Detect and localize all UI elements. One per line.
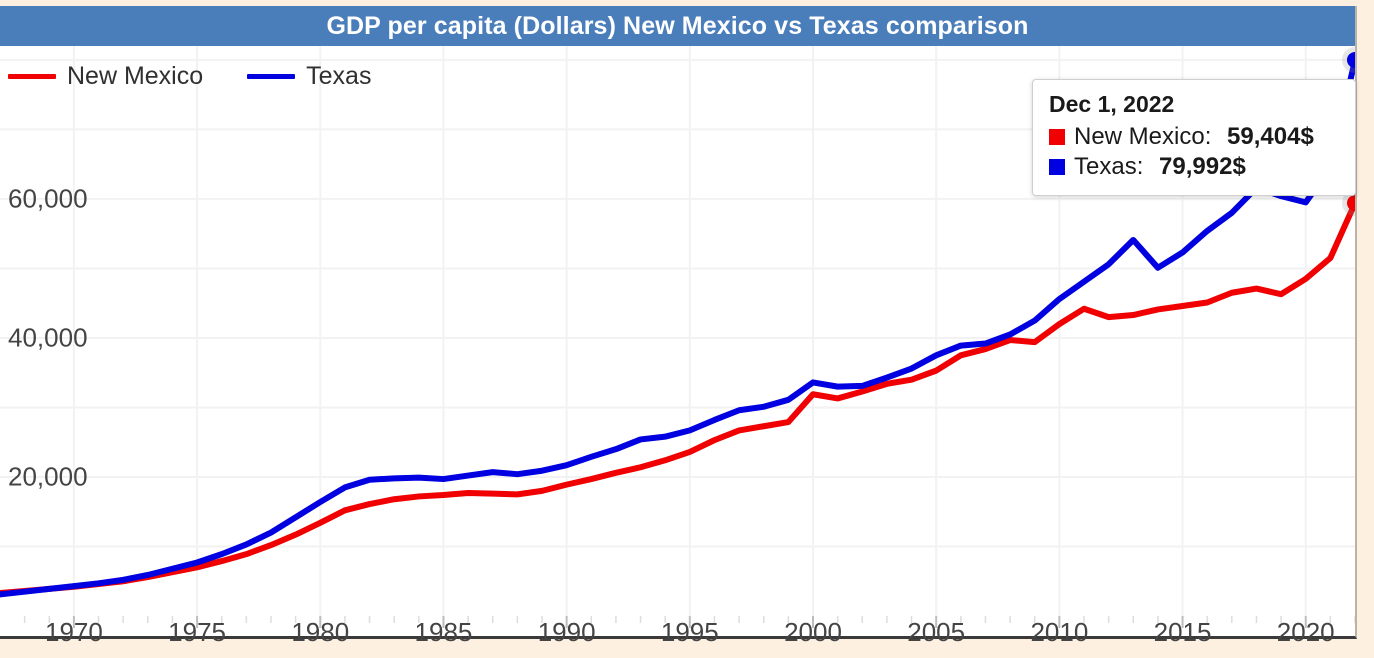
chart-title-bar: GDP per capita (Dollars) New Mexico vs T… bbox=[0, 6, 1355, 46]
x-axis-tick-label: 1975 bbox=[168, 617, 226, 647]
plot-area[interactable] bbox=[0, 46, 1355, 636]
tooltip-row-new-mexico: New Mexico: 59,404$ bbox=[1049, 122, 1339, 152]
legend-swatch-new-mexico bbox=[8, 74, 56, 79]
legend-label-texas: Texas bbox=[306, 62, 372, 90]
series-line-new-mexico bbox=[0, 200, 1355, 597]
x-axis-tick-label: 1985 bbox=[414, 617, 473, 647]
series-line-texas bbox=[0, 56, 1355, 598]
legend-swatch-texas bbox=[247, 74, 296, 79]
tooltip-value-texas: 79,992$ bbox=[1159, 153, 1246, 180]
y-axis-tick-label: 20,000 bbox=[8, 461, 88, 492]
tooltip-date: Dec 1, 2022 bbox=[1049, 91, 1175, 117]
x-axis-tick-label: 1990 bbox=[537, 617, 596, 647]
x-axis-tick-label: 2010 bbox=[1030, 617, 1089, 647]
page-title: GDP per capita (Dollars) New Mexico vs T… bbox=[326, 11, 1029, 40]
series-canvas bbox=[0, 46, 1355, 628]
tooltip-name-texas: Texas: bbox=[1074, 153, 1151, 180]
tooltip-row-texas: Texas: 79,992$ bbox=[1049, 152, 1339, 182]
x-axis-tick-label: 1970 bbox=[44, 617, 103, 647]
tooltip-value-new-mexico: 59,404$ bbox=[1227, 123, 1314, 150]
x-axis-tick-label: 2020 bbox=[1276, 617, 1335, 647]
y-axis-tick-label: 40,000 bbox=[8, 322, 88, 353]
end-marker-texas[interactable] bbox=[1347, 51, 1355, 68]
tooltip-swatch-new-mexico bbox=[1049, 129, 1065, 145]
end-marker-new-mexico[interactable] bbox=[1347, 195, 1355, 212]
tooltip-swatch-texas bbox=[1049, 159, 1065, 175]
x-axis-tick-label: 1980 bbox=[291, 617, 350, 647]
legend-item-texas[interactable]: Texas bbox=[247, 62, 371, 91]
chart-legend: New Mexico Texas bbox=[8, 62, 371, 91]
axis-ticks bbox=[23, 616, 1355, 628]
tooltip-name-new-mexico: New Mexico: bbox=[1074, 123, 1219, 150]
x-axis-tick-label: 2005 bbox=[907, 617, 966, 647]
x-axis-tick-label: 1995 bbox=[660, 617, 719, 647]
x-axis-tick-label: 2015 bbox=[1153, 617, 1212, 647]
legend-item-new-mexico[interactable]: New Mexico bbox=[8, 62, 203, 91]
legend-label-new-mexico: New Mexico bbox=[67, 62, 204, 90]
y-axis-tick-label: 60,000 bbox=[8, 183, 88, 214]
x-axis-tick-label: 2000 bbox=[784, 617, 842, 647]
chart-tooltip: Dec 1, 2022 New Mexico: 59,404$ Texas: 7… bbox=[1032, 79, 1356, 196]
data-series bbox=[0, 46, 1355, 598]
